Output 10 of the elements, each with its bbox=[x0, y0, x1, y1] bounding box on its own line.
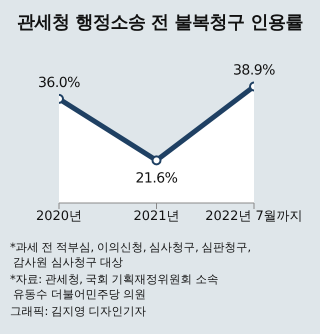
text: *자료: 관세청, 국회 기획재정위원회 소속 유동수 더불어민주당 의원 bbox=[10, 272, 220, 302]
chart-title: 관세청 행정소송 전 불복청구 인용률 bbox=[16, 11, 304, 34]
x-tick-label: 2022년 7월까지 bbox=[205, 209, 303, 224]
x-tick-label: 2020년 bbox=[36, 209, 82, 224]
x-tick-label: 2021년 bbox=[133, 209, 180, 224]
data-label: 21.6% bbox=[136, 170, 178, 186]
annotation: *과세 전 적부심, 이의신청, 심사청구, 심판청구, 감사원 심사청구 대상 bbox=[10, 240, 252, 270]
text: 그래픽: 김지영 디자인기자 bbox=[10, 304, 148, 319]
data-label: 36.0% bbox=[38, 74, 80, 91]
data-label: 38.9% bbox=[233, 62, 276, 79]
